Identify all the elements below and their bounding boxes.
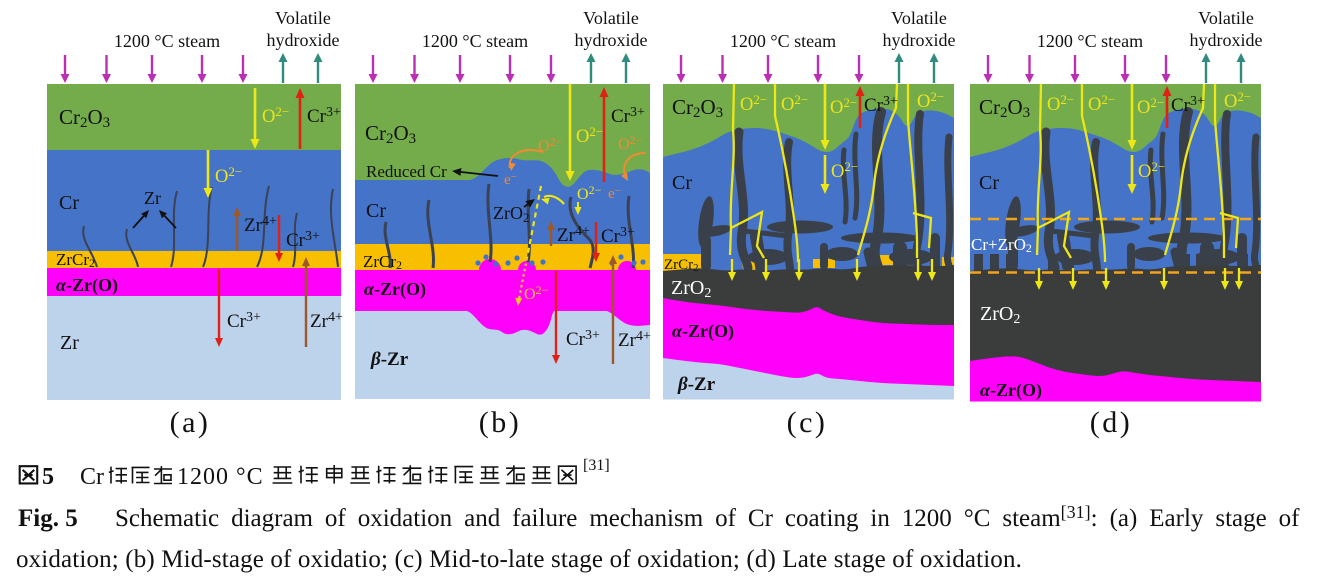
svg-text:Zr4+: Zr4+ xyxy=(618,329,651,351)
svg-text:Cr3+: Cr3+ xyxy=(307,105,341,127)
svg-text:ZrCr2: ZrCr2 xyxy=(56,250,95,270)
svg-text:Volatile: Volatile xyxy=(275,8,331,28)
svg-text:oxidation; (b) Mid-stage of ox: oxidation; (b) Mid-stage of oxidatio; (c… xyxy=(16,546,1022,573)
svg-text:hydroxide: hydroxide xyxy=(883,30,956,50)
svg-text:ZrO2: ZrO2 xyxy=(980,303,1020,327)
svg-text:Cr+ZrO2: Cr+ZrO2 xyxy=(971,235,1032,255)
svg-text:ZrCr2: ZrCr2 xyxy=(664,257,699,274)
svg-text:Zr4+: Zr4+ xyxy=(244,214,277,236)
svg-text:e−: e− xyxy=(608,185,621,202)
svg-text:O2−: O2− xyxy=(740,92,767,115)
svg-text:hydroxide: hydroxide xyxy=(575,30,648,50)
svg-text:O2−: O2− xyxy=(830,95,857,118)
svg-text:Cr: Cr xyxy=(672,172,692,194)
svg-text:Cr: Cr xyxy=(80,464,104,490)
svg-text:Schematic diagram of oxidation: Schematic diagram of oxidation and failu… xyxy=(115,502,1300,532)
svg-text:O2−: O2− xyxy=(577,183,602,203)
svg-text:Volatile: Volatile xyxy=(583,8,639,28)
svg-text:Reduced Cr: Reduced Cr xyxy=(366,162,447,181)
svg-text:Cr3+: Cr3+ xyxy=(227,310,261,332)
svg-text:(a): (a) xyxy=(170,406,211,439)
svg-text:O2−: O2− xyxy=(1224,89,1251,112)
svg-text:α-Zr(O): α-Zr(O) xyxy=(56,275,118,296)
svg-text:1200 °C steam: 1200 °C steam xyxy=(114,31,220,51)
svg-text:Zr: Zr xyxy=(60,332,79,354)
svg-text:5: 5 xyxy=(42,464,54,490)
svg-text:O2−: O2− xyxy=(1088,92,1115,115)
svg-text:O2−: O2− xyxy=(1047,92,1074,115)
svg-text:Zr4+: Zr4+ xyxy=(557,224,590,246)
svg-text:hydroxide: hydroxide xyxy=(267,30,340,50)
svg-text:Volatile: Volatile xyxy=(891,8,947,28)
svg-text:1200 °C steam: 1200 °C steam xyxy=(422,31,528,51)
svg-text:O2−: O2− xyxy=(576,124,603,147)
svg-text:O2−: O2− xyxy=(524,283,549,303)
svg-text:Cr2O3: Cr2O3 xyxy=(59,105,110,131)
svg-text:Volatile: Volatile xyxy=(1198,8,1254,28)
svg-text:1200 °C steam: 1200 °C steam xyxy=(730,31,836,51)
svg-text:Cr2O3: Cr2O3 xyxy=(979,95,1030,121)
svg-text:O2−: O2− xyxy=(831,159,858,182)
svg-text:(c): (c) xyxy=(787,406,828,439)
svg-text:Fig. 5: Fig. 5 xyxy=(18,505,78,532)
svg-text:Cr3+: Cr3+ xyxy=(566,328,600,350)
svg-text:ZrCr2: ZrCr2 xyxy=(363,252,402,272)
svg-text:α-Zr(O): α-Zr(O) xyxy=(980,380,1042,401)
svg-text:Cr2O3: Cr2O3 xyxy=(672,95,723,121)
svg-text:Cr3+: Cr3+ xyxy=(1171,94,1205,116)
svg-text:O2−: O2− xyxy=(262,104,289,127)
svg-text:Cr: Cr xyxy=(979,172,999,194)
svg-text:β-Zr: β-Zr xyxy=(677,374,716,395)
svg-text:O2−: O2− xyxy=(618,133,643,153)
svg-text:Zr4+: Zr4+ xyxy=(310,310,343,332)
svg-text:Cr: Cr xyxy=(366,200,386,222)
svg-text:Cr3+: Cr3+ xyxy=(601,225,635,247)
svg-text:O2−: O2− xyxy=(1138,159,1165,182)
svg-text:ZrO2: ZrO2 xyxy=(671,277,711,301)
svg-text:Cr3+: Cr3+ xyxy=(864,94,898,116)
svg-text:O2−: O2− xyxy=(917,89,944,112)
svg-text:O2−: O2− xyxy=(215,164,242,187)
svg-text:Cr: Cr xyxy=(59,192,79,214)
svg-text:O2−: O2− xyxy=(1137,95,1164,118)
svg-text:β-Zr: β-Zr xyxy=(370,349,409,370)
svg-text:α-Zr(O): α-Zr(O) xyxy=(364,279,426,300)
svg-text:e−: e− xyxy=(504,171,517,188)
svg-text:(b): (b) xyxy=(479,406,521,439)
svg-text:1200 °C steam: 1200 °C steam xyxy=(1037,31,1143,51)
svg-text:1200 °C: 1200 °C xyxy=(177,464,264,490)
svg-text:O2−: O2− xyxy=(538,135,563,155)
svg-text:Zr: Zr xyxy=(144,188,161,208)
svg-text:Cr2O3: Cr2O3 xyxy=(365,121,416,147)
svg-text:O2−: O2− xyxy=(781,92,808,115)
svg-text:α-Zr(O): α-Zr(O) xyxy=(672,321,734,342)
svg-text:ZrO2: ZrO2 xyxy=(493,203,530,225)
svg-text:(d): (d) xyxy=(1090,406,1132,439)
svg-text:hydroxide: hydroxide xyxy=(1190,30,1263,50)
svg-text:Cr3+: Cr3+ xyxy=(286,229,320,251)
svg-text:Cr3+: Cr3+ xyxy=(611,105,645,127)
svg-text:[31]: [31] xyxy=(583,457,610,474)
